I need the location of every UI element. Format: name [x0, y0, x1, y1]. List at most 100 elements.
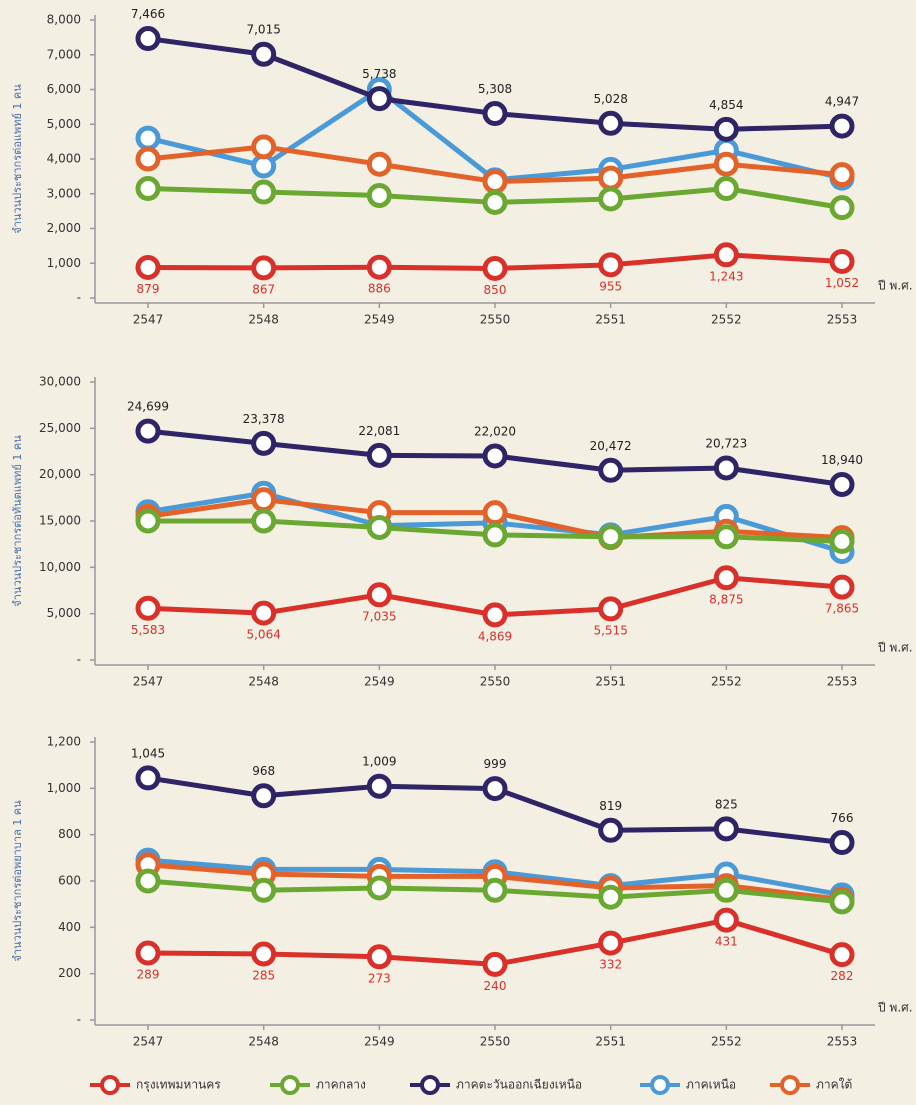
data-label: 879 [137, 282, 160, 296]
data-label: 1,052 [825, 276, 859, 290]
data-label: 22,081 [358, 424, 400, 438]
data-label: 1,045 [131, 746, 165, 760]
data-label: 766 [831, 811, 854, 825]
data-point [251, 179, 277, 205]
x-tick-label: 2549 [364, 675, 395, 689]
data-point [251, 600, 277, 626]
data-point [713, 151, 739, 177]
data-point [135, 125, 161, 151]
data-point [713, 877, 739, 903]
x-axis-title: ปี พ.ศ. [877, 641, 912, 655]
x-tick-label: 2553 [827, 675, 858, 689]
x-tick-label: 2552 [711, 313, 742, 327]
data-label: 22,020 [474, 424, 516, 438]
data-point [598, 930, 624, 956]
data-point [366, 182, 392, 208]
data-point [598, 524, 624, 550]
x-tick-label: 2553 [827, 1035, 858, 1049]
y-tick-label: 1,000 [47, 256, 81, 270]
y-tick-label: 5,000 [47, 117, 81, 131]
data-point [135, 868, 161, 894]
x-tick-label: 2550 [480, 313, 511, 327]
data-point [482, 101, 508, 127]
legend-marker [780, 1075, 800, 1095]
data-label: 886 [368, 282, 391, 296]
legend-marker [280, 1075, 300, 1095]
data-point [135, 940, 161, 966]
y-tick-label: 400 [58, 920, 81, 934]
y-tick-label: 5,000 [47, 606, 81, 620]
data-label: 285 [252, 968, 275, 982]
y-tick-label: 15,000 [39, 514, 81, 528]
data-label: 968 [252, 764, 275, 778]
data-point [829, 248, 855, 274]
data-label: 431 [715, 935, 738, 949]
data-point [598, 596, 624, 622]
x-tick-label: 2550 [480, 675, 511, 689]
data-point [135, 254, 161, 280]
x-tick-label: 2548 [248, 675, 279, 689]
y-tick-label: 200 [58, 966, 81, 980]
data-label: 819 [599, 799, 622, 813]
data-point [598, 252, 624, 278]
data-label: 1,243 [709, 269, 743, 283]
data-point [598, 165, 624, 191]
data-label: 1,009 [362, 755, 396, 769]
x-tick-label: 2547 [133, 1035, 164, 1049]
data-point [135, 176, 161, 202]
y-tick-label: 8,000 [47, 13, 81, 27]
data-point [482, 877, 508, 903]
x-axis-title: ปี พ.ศ. [877, 279, 912, 293]
data-label: 289 [137, 968, 160, 982]
data-point [482, 500, 508, 526]
data-label: 5,583 [131, 623, 165, 637]
data-point [829, 471, 855, 497]
data-point [251, 508, 277, 534]
y-axis-title: จำนวนประชากรต่อพยาบาล 1 คน [11, 800, 24, 962]
data-point [713, 455, 739, 481]
data-point [829, 889, 855, 915]
data-point [251, 487, 277, 513]
x-tick-label: 2550 [480, 1035, 511, 1049]
data-label: 18,940 [821, 453, 863, 467]
y-tick-label: 4,000 [47, 152, 81, 166]
data-point [366, 151, 392, 177]
data-label: 4,947 [825, 95, 859, 109]
data-label: 282 [831, 969, 854, 983]
y-tick-label: 7,000 [47, 47, 81, 61]
data-point [366, 514, 392, 540]
data-label: 5,515 [593, 623, 627, 637]
legend-label: กรุงเทพมหานคร [136, 1078, 221, 1093]
y-axis-title: จำนวนประชากรต่อทันตแพทย์ 1 คน [11, 435, 24, 607]
data-point [482, 169, 508, 195]
y-tick-label: - [77, 653, 81, 667]
data-point [135, 595, 161, 621]
data-point [482, 951, 508, 977]
data-label: 20,723 [705, 436, 747, 450]
data-point [829, 113, 855, 139]
legend-label: ภาคตะวันออกเฉียงเหนือ [456, 1078, 582, 1092]
y-tick-label: 10,000 [39, 560, 81, 574]
data-point [251, 255, 277, 281]
data-label: 825 [715, 797, 738, 811]
data-point [366, 86, 392, 112]
data-point [482, 776, 508, 802]
x-tick-label: 2549 [364, 1035, 395, 1049]
data-point [598, 186, 624, 212]
y-axis-title: จำนวนประชากรต่อแพทย์ 1 คน [11, 84, 24, 234]
data-label: 5,738 [362, 67, 396, 81]
x-tick-label: 2553 [827, 313, 858, 327]
data-point [713, 524, 739, 550]
data-point [829, 830, 855, 856]
data-label: 7,865 [825, 602, 859, 616]
y-tick-label: 600 [58, 874, 81, 888]
legend-marker [420, 1075, 440, 1095]
data-point [135, 418, 161, 444]
data-label: 999 [484, 757, 507, 771]
data-point [251, 430, 277, 456]
data-point [713, 176, 739, 202]
data-point [713, 816, 739, 842]
data-label: 4,854 [709, 98, 743, 112]
data-point [366, 875, 392, 901]
data-label: 23,378 [243, 412, 285, 426]
